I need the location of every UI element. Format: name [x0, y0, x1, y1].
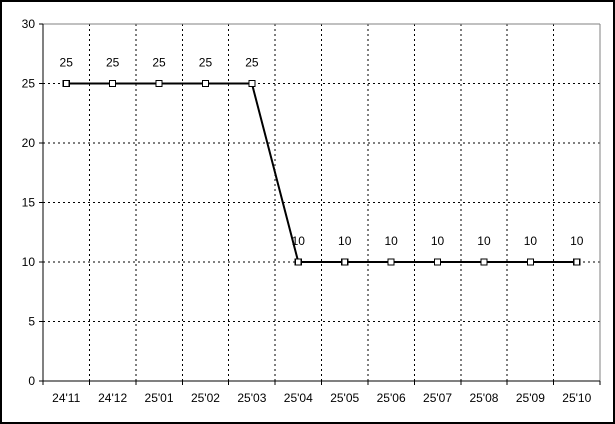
y-tick-label: 15	[22, 196, 36, 210]
data-point-marker	[433, 258, 442, 266]
data-label: 25	[106, 56, 120, 70]
data-label: 10	[570, 234, 584, 248]
data-label: 10	[292, 234, 306, 248]
x-tick-label: 25'02	[191, 391, 220, 405]
y-tick-label: 20	[22, 136, 36, 150]
data-label: 10	[338, 234, 352, 248]
data-label: 25	[245, 56, 259, 70]
data-label: 10	[431, 234, 445, 248]
data-point-marker	[155, 79, 163, 88]
y-tick-label: 25	[22, 77, 36, 91]
data-label: 10	[477, 234, 491, 248]
y-tick-label: 0	[28, 374, 35, 388]
x-tick-label: 25'10	[562, 391, 591, 405]
y-tick-label: 5	[28, 315, 35, 329]
x-tick-label: 25'01	[145, 391, 174, 405]
data-point-marker	[248, 79, 256, 88]
data-point-marker	[480, 258, 488, 266]
data-label: 10	[524, 234, 538, 248]
data-point-marker	[62, 79, 70, 88]
data-point-marker	[201, 79, 210, 88]
data-point-marker	[526, 258, 534, 266]
data-label: 10	[384, 234, 398, 248]
data-point-marker	[573, 258, 581, 266]
x-tick-label: 25'05	[330, 391, 359, 405]
data-point-marker	[341, 258, 349, 266]
data-point-marker	[109, 79, 117, 88]
x-tick-label: 25'04	[284, 391, 313, 405]
series-line	[66, 82, 577, 263]
data-label: 25	[199, 56, 213, 70]
data-point-marker	[294, 258, 302, 266]
y-tick-label: 30	[22, 17, 36, 31]
x-tick-label: 24'11	[52, 391, 80, 405]
x-tick-label: 25'03	[237, 391, 266, 405]
x-tick-label: 25'06	[377, 391, 406, 405]
data-label: 25	[60, 56, 74, 70]
x-tick-label: 25'08	[469, 391, 498, 405]
x-tick-label: 25'09	[516, 391, 545, 405]
data-label: 25	[152, 56, 166, 70]
x-tick-label: 24'12	[98, 391, 127, 405]
y-tick-label: 10	[22, 255, 36, 269]
x-tick-label: 25'07	[423, 391, 452, 405]
data-point-marker	[387, 258, 395, 266]
